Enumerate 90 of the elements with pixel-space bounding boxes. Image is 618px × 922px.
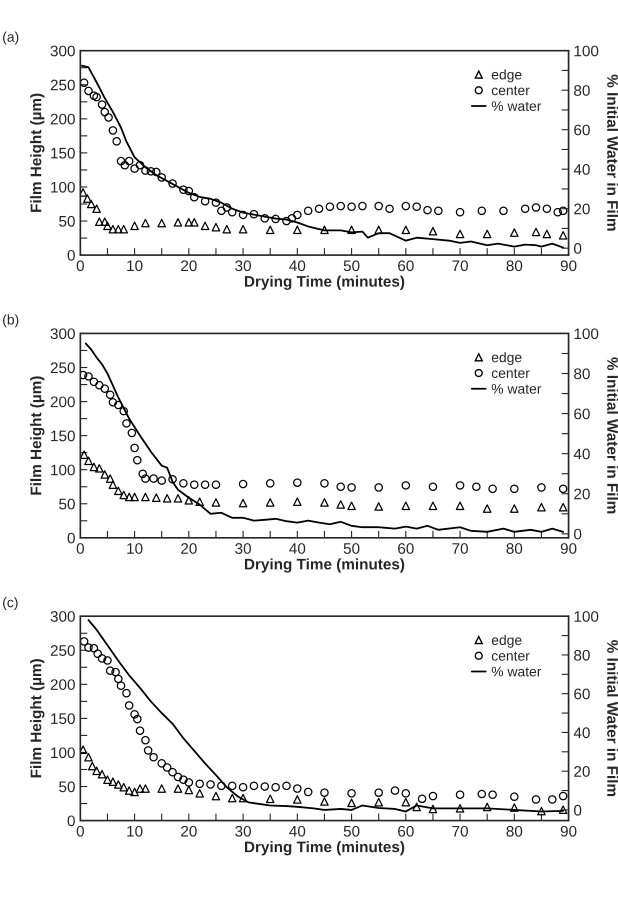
x-tick-label: 40	[289, 826, 306, 837]
x-tick-label: 60	[398, 260, 414, 272]
x-tick-label: 90	[560, 260, 576, 272]
y-tick-label: 150	[51, 148, 75, 159]
legend-label: % water	[492, 666, 542, 676]
x-tick-label: 50	[344, 260, 360, 272]
y2-tick-label: 60	[574, 688, 590, 700]
legend-label: edge	[492, 634, 522, 648]
y-tick-label: 100	[51, 182, 75, 193]
x-tick-label: 20	[181, 826, 197, 837]
y-tick-label: 100	[51, 464, 75, 476]
y-tick-label: 150	[51, 713, 75, 724]
y-axis-title: Film Height (µm)	[30, 376, 44, 495]
y-tick-label: 250	[50, 645, 75, 656]
x-tick-label: 90	[560, 543, 576, 554]
y-tick-label: 0	[68, 815, 75, 826]
x-axis-title: Drying Time (minutes)	[244, 841, 404, 856]
x-tick-label: 60	[398, 826, 414, 837]
legend-label: edge	[492, 69, 522, 82]
x-tick-label: 70	[452, 543, 468, 554]
y2-axis-title: % Initial Water in Film	[607, 357, 618, 514]
y2-tick-label: 40	[574, 448, 590, 460]
x-tick-label: 50	[344, 543, 360, 554]
y-tick-label: 300	[50, 46, 75, 56]
y-axis-title: Film Height (µm)	[30, 659, 44, 778]
chart-title: (c)	[3, 597, 18, 610]
y-tick-label: 300	[50, 328, 75, 340]
legend-label: center	[492, 652, 530, 661]
x-tick-label: 10	[127, 826, 142, 837]
x-tick-label: 0	[76, 826, 84, 837]
y2-tick-label: 80	[574, 368, 590, 380]
x-tick-label: 50	[344, 826, 360, 837]
x-tick-label: 10	[127, 260, 142, 272]
y-tick-label: 50	[59, 498, 75, 510]
y2-axis-title: % Initial Water in Film	[607, 74, 618, 231]
x-tick-label: 80	[506, 543, 522, 554]
y2-tick-label: 20	[574, 204, 590, 214]
y2-axis-title: % Initial Water in Film	[607, 640, 618, 796]
y-tick-label: 250	[50, 80, 75, 90]
y-tick-label: 50	[59, 216, 75, 227]
x-tick-label: 90	[560, 826, 576, 837]
y2-tick-label: 0	[574, 528, 582, 540]
y2-tick-label: 20	[574, 488, 590, 500]
x-tick-label: 40	[289, 543, 306, 554]
y-tick-label: 100	[51, 747, 75, 758]
y2-tick-label: 40	[574, 727, 590, 738]
y2-tick-label: 80	[574, 85, 590, 96]
x-tick-label: 0	[76, 260, 84, 272]
y2-tick-label: 60	[574, 408, 590, 420]
y-tick-label: 50	[59, 781, 75, 792]
y2-tick-label: 100	[574, 46, 598, 56]
x-axis-title: Drying Time (minutes)	[244, 558, 404, 573]
x-tick-label: 80	[506, 826, 522, 837]
x-tick-label: 30	[235, 826, 251, 837]
y-tick-label: 200	[50, 114, 75, 125]
x-axis-title: Drying Time (minutes)	[244, 276, 404, 290]
y2-tick-label: 100	[574, 328, 598, 340]
x-tick-label: 40	[289, 260, 306, 272]
y2-tick-label: 60	[574, 124, 590, 136]
legend-label: % water	[492, 101, 542, 111]
x-tick-label: 0	[76, 543, 84, 554]
x-tick-label: 30	[235, 543, 251, 554]
x-tick-label: 80	[506, 260, 522, 272]
y-tick-label: 0	[68, 250, 75, 261]
chart-title: (b)	[3, 314, 18, 328]
x-tick-label: 10	[127, 543, 142, 554]
y-tick-label: 0	[68, 532, 75, 544]
y-axis-title: Film Height (µm)	[30, 94, 44, 212]
legend-label: edge	[492, 352, 522, 366]
x-tick-label: 70	[452, 260, 468, 272]
y2-tick-label: 0	[574, 804, 582, 816]
legend-label: % water	[492, 384, 542, 394]
y-tick-label: 150	[51, 430, 75, 442]
y-tick-label: 200	[50, 679, 75, 690]
y2-tick-label: 100	[574, 611, 598, 622]
x-tick-label: 30	[235, 260, 251, 272]
y-tick-label: 250	[50, 362, 75, 374]
legend-label: center	[492, 86, 530, 96]
chart-title: (a)	[3, 32, 18, 45]
y2-tick-label: 40	[574, 164, 590, 175]
y2-tick-label: 20	[574, 766, 590, 777]
x-tick-label: 60	[398, 543, 414, 554]
x-tick-label: 20	[181, 543, 197, 554]
legend-label: center	[492, 368, 530, 378]
y-tick-label: 300	[50, 611, 75, 622]
y2-tick-label: 0	[574, 243, 582, 254]
x-tick-label: 70	[452, 826, 468, 837]
y-tick-label: 200	[50, 396, 75, 408]
x-tick-label: 20	[181, 260, 197, 272]
y2-tick-label: 80	[574, 650, 590, 661]
